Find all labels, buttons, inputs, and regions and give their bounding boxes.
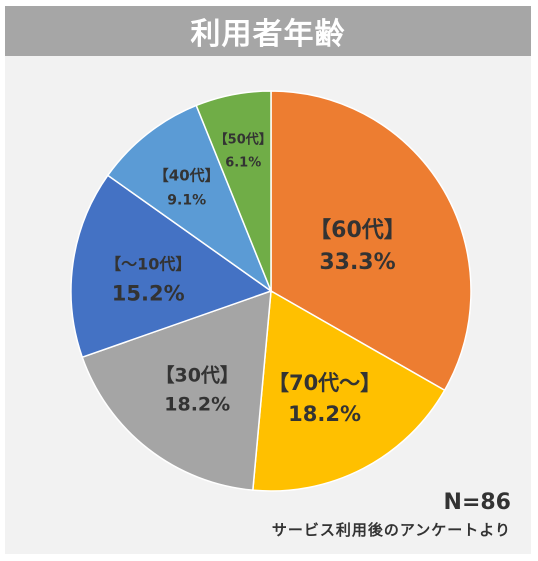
- slice-label: 【30代】: [155, 364, 238, 387]
- slice-value-label: 9.1%: [167, 192, 206, 208]
- source-note: サービス利用後のアンケートより: [271, 521, 511, 539]
- chart-title: 利用者年齢: [190, 17, 346, 52]
- slice-value-label: 15.2%: [112, 282, 185, 306]
- slice-label: 【50代】: [215, 132, 272, 148]
- slice-value-label: 6.1%: [225, 156, 261, 171]
- slice-value-label: 33.3%: [319, 250, 395, 275]
- slice-label: 【60代】: [309, 218, 406, 243]
- slice-label: 【70代～】: [268, 371, 381, 395]
- slice-label: 【40代】: [154, 166, 220, 184]
- pie-slice: [106, 104, 273, 294]
- slice-label: 【～10代】: [105, 255, 191, 274]
- slice-value-label: 18.2%: [164, 394, 230, 416]
- pie-slice: [270, 90, 472, 392]
- pie-chart: 【60代】 33.3% 【70代～】 18.2% 【30代】 18.2% 【～10代】 15.…: [70, 90, 472, 492]
- slice-value-label: 18.2%: [288, 402, 361, 426]
- pie-slice: [252, 289, 446, 492]
- pie-slice: [70, 174, 273, 359]
- title-bar: 利用者年齢: [5, 6, 531, 56]
- pie-slice: [195, 90, 272, 292]
- chart-frame: 利用者年齢 【60代】 33.3% 【70代～】 18.2% 【30代】 18.2% 【～1…: [5, 6, 531, 554]
- sample-size-note: N=86: [443, 490, 511, 515]
